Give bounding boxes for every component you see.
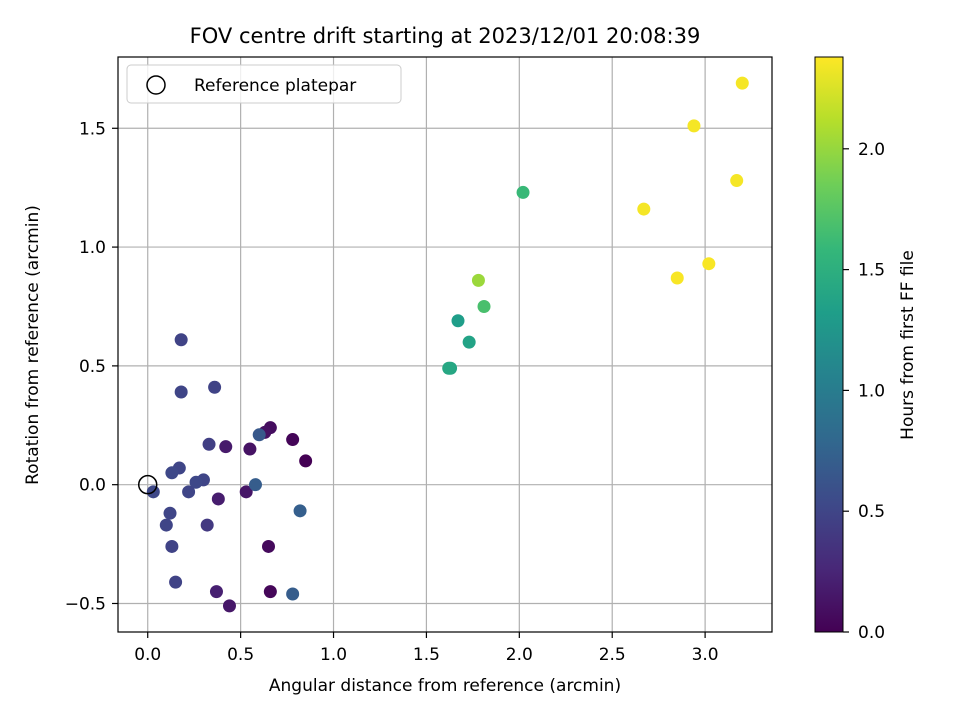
data-point-14	[208, 380, 222, 394]
data-point-32	[442, 361, 456, 375]
data-point-11	[209, 585, 223, 599]
y-axis-label: Rotation from reference (arcmin)	[23, 205, 43, 485]
grid-lines	[118, 57, 772, 632]
data-point-38	[637, 202, 651, 216]
data-point-10	[211, 492, 225, 506]
colorbar: 0.0 0.5 1.0 1.5 2.0 Hours from first FF file	[814, 56, 918, 643]
colorbar-gradient	[814, 56, 844, 633]
data-point-27	[252, 428, 266, 442]
x-tick-label-0: 0.0	[134, 645, 161, 665]
data-point-25	[169, 575, 183, 589]
legend: Reference platepar	[126, 64, 402, 104]
data-point-6	[243, 442, 257, 456]
y-tick-label-1: 0.0	[79, 476, 106, 496]
data-point-18	[174, 333, 188, 347]
x-tick-label-1: 0.5	[227, 645, 254, 665]
data-point-13	[202, 437, 216, 451]
data-point-33	[451, 314, 465, 328]
x-tick-label-3: 1.5	[413, 645, 440, 665]
data-point-43	[670, 271, 684, 285]
data-point-40	[735, 76, 749, 90]
legend-label-reference: Reference platepar	[194, 76, 356, 96]
data-point-22	[163, 506, 177, 520]
data-point-8	[222, 599, 236, 613]
data-point-42	[702, 257, 716, 271]
x-tick-label-2: 1.0	[320, 645, 347, 665]
chart-title: FOV centre drift starting at 2023/12/01 …	[190, 24, 701, 48]
colorbar-tick-label-1: 0.5	[858, 502, 885, 522]
data-point-23	[159, 518, 173, 532]
data-point-16	[189, 475, 203, 489]
data-point-24	[165, 539, 179, 553]
data-point-17	[182, 485, 196, 499]
data-point-2	[263, 585, 277, 599]
data-point-41	[730, 174, 744, 188]
data-point-21	[165, 466, 179, 480]
colorbar-tick-label-2: 1.0	[858, 381, 885, 401]
data-point-36	[516, 185, 530, 199]
data-point-30	[293, 504, 307, 518]
data-point-37	[471, 273, 485, 287]
legend-marker-icon	[146, 75, 166, 95]
data-point-12	[200, 518, 214, 532]
data-point-1	[286, 433, 300, 447]
y-tick-label-3: 1.0	[79, 238, 106, 258]
y-tick-label-4: 1.5	[79, 119, 106, 139]
x-axis-label: Angular distance from reference (arcmin)	[269, 676, 621, 696]
data-point-7	[239, 485, 253, 499]
data-points	[146, 76, 749, 613]
legend-box	[126, 64, 402, 104]
colorbar-tick-label-0: 0.0	[858, 623, 885, 643]
data-point-19	[174, 385, 188, 399]
data-point-34	[462, 335, 476, 349]
y-axis: −0.5 0.0 0.5 1.0 1.5	[65, 119, 118, 614]
data-point-29	[286, 587, 300, 601]
data-point-35	[477, 299, 491, 313]
data-point-3	[261, 539, 275, 553]
x-axis: 0.0 0.5 1.0 1.5 2.0 2.5 3.0	[134, 632, 719, 665]
colorbar-tick-label-3: 1.5	[858, 261, 885, 281]
x-tick-label-6: 3.0	[692, 645, 719, 665]
colorbar-ticks: 0.0 0.5 1.0 1.5 2.0	[843, 140, 885, 643]
data-point-28	[248, 478, 262, 492]
x-tick-label-5: 2.5	[599, 645, 626, 665]
y-tick-label-0: −0.5	[65, 594, 106, 614]
plot-frame	[117, 56, 773, 633]
data-point-39	[687, 119, 701, 133]
data-point-0	[299, 454, 313, 468]
colorbar-label: Hours from first FF file	[898, 250, 918, 440]
y-tick-label-2: 0.5	[79, 357, 106, 377]
x-tick-label-4: 2.0	[506, 645, 533, 665]
data-point-9	[219, 440, 233, 454]
colorbar-tick-label-4: 2.0	[858, 140, 885, 160]
reference-platepar-marker	[137, 474, 158, 495]
